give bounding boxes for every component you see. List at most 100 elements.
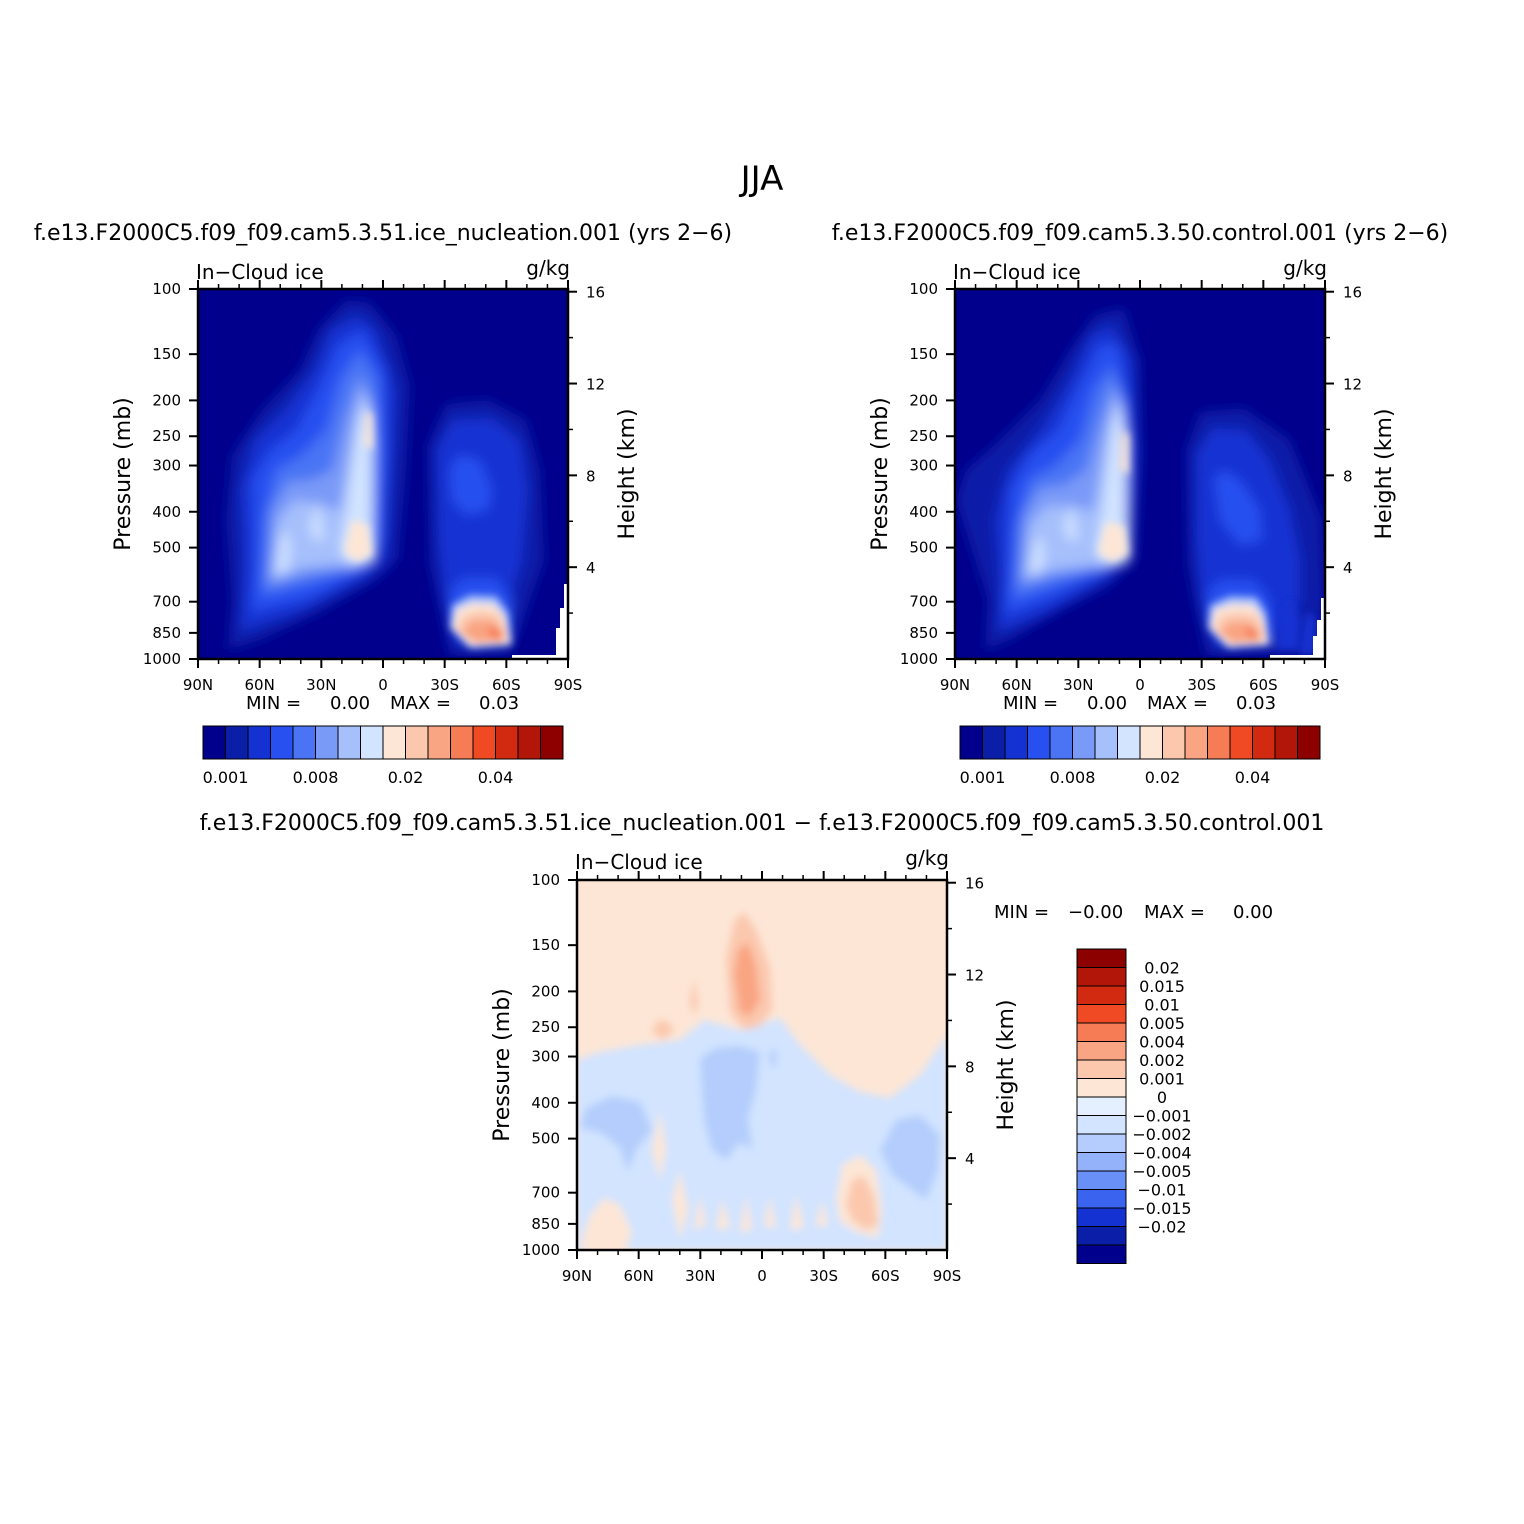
colorbar-label: 0.001	[960, 768, 1006, 787]
colorbar-swatch	[1117, 725, 1141, 760]
colorbar-swatch	[1076, 985, 1127, 1005]
contour-field	[198, 289, 568, 659]
colorbar-swatch	[472, 725, 496, 760]
x-tick-label: 60N	[245, 676, 275, 694]
x-tick-label: 30N	[306, 676, 336, 694]
colorbar-label: 0.004	[1139, 1033, 1185, 1052]
max-label: MAX =	[1147, 693, 1208, 714]
x-tick-label: 90N	[562, 1267, 592, 1285]
contour-level-7	[340, 395, 372, 565]
colorbar-swatch	[1004, 725, 1028, 760]
colorbar: 0.020.0150.010.0050.0040.0020.0010−0.001…	[1076, 948, 1192, 1264]
colorbar-swatch	[959, 725, 983, 760]
contour-level-2	[1276, 600, 1300, 650]
y-tick-label: 150	[152, 345, 181, 363]
colorbar-swatch	[315, 725, 339, 760]
colorbar-label: 0	[1157, 1088, 1167, 1107]
panel-title: f.e13.F2000C5.f09_f09.cam5.3.51.ice_nucl…	[34, 221, 732, 246]
colorbar-label: 0.002	[1139, 1051, 1185, 1070]
y-tick-label: 850	[152, 624, 181, 642]
units-label: g/kg	[526, 256, 570, 280]
x-tick-label: 90S	[1311, 676, 1340, 694]
y-tick-label: 250	[531, 1018, 560, 1036]
y-right-tick-label: 12	[586, 376, 605, 394]
contour-positive-mid	[846, 1176, 878, 1230]
contour-level-2	[1300, 610, 1316, 655]
colorbar-label: 0.008	[293, 768, 339, 787]
y-tick-label: 700	[909, 593, 938, 611]
y-tick-label: 1000	[522, 1241, 560, 1259]
y-right-axis-title: Height (km)	[994, 999, 1019, 1130]
axes: 90N 60N 30N 0 30S 60S 90S 100 150 200 250 300 400 500…	[111, 280, 640, 694]
contour-positive-small	[672, 1170, 688, 1240]
x-tick-label: 30N	[1063, 676, 1093, 694]
x-tick-label: 60N	[624, 1267, 654, 1285]
y-right-tick-label: 8	[586, 467, 596, 485]
panel-control: f.e13.F2000C5.f09_f09.cam5.3.50.control.…	[832, 221, 1448, 787]
colorbar-swatch	[1027, 725, 1051, 760]
y-tick-label: 850	[909, 624, 938, 642]
colorbar-swatch	[517, 725, 541, 760]
x-tick-label: 90N	[183, 676, 213, 694]
colorbar-label: −0.001	[1132, 1107, 1191, 1126]
missing-data-mask	[512, 655, 568, 659]
y-right-tick-label: 16	[586, 284, 605, 302]
max-value: 0.00	[1233, 902, 1273, 923]
y-tick-label: 100	[152, 280, 181, 298]
colorbar-swatch	[1076, 1207, 1127, 1227]
colorbar-swatch	[1076, 1226, 1127, 1246]
colorbar-swatch	[225, 725, 249, 760]
y-right-axis-title: Height (km)	[1372, 408, 1397, 539]
min-label: MIN =	[994, 902, 1049, 923]
x-tick-label: 30S	[809, 1267, 838, 1285]
colorbar-label: 0.04	[1235, 768, 1271, 787]
colorbar: 0.001 0.008 0.02 0.04	[202, 725, 564, 787]
y-tick-label: 850	[531, 1215, 560, 1233]
x-tick-label: 90S	[933, 1267, 962, 1285]
colorbar-swatch	[1076, 1078, 1127, 1098]
contour-positive-small	[582, 1198, 632, 1250]
x-tick-label: 0	[378, 676, 388, 694]
colorbar-label: 0.001	[203, 768, 249, 787]
colorbar-swatch	[1076, 1152, 1127, 1172]
colorbar-swatch	[202, 725, 226, 760]
contour-level-11	[1244, 627, 1258, 640]
colorbar-swatch	[1076, 1133, 1127, 1153]
colorbar-swatch	[1076, 967, 1127, 987]
y-axis-title: Pressure (mb)	[868, 397, 893, 551]
y-right-tick-label: 4	[1343, 559, 1353, 577]
contour-positive-mid	[652, 1020, 674, 1040]
colorbar-label: 0.04	[478, 768, 514, 787]
colorbar-swatch	[382, 725, 406, 760]
max-label: MAX =	[1144, 902, 1205, 923]
colorbar-label: 0.015	[1139, 977, 1185, 996]
colorbar-swatch	[1229, 725, 1253, 760]
colorbar-swatch	[360, 725, 384, 760]
panel-ice-nucleation: f.e13.F2000C5.f09_f09.cam5.3.51.ice_nucl…	[34, 221, 732, 787]
contour-level-7	[310, 500, 324, 540]
y-tick-label: 100	[909, 280, 938, 298]
contour-level-3	[1214, 470, 1262, 545]
y-tick-label: 300	[531, 1048, 560, 1066]
contour-level-8	[344, 520, 372, 562]
y-tick-label: 400	[909, 503, 938, 521]
colorbar-swatch	[1076, 1041, 1127, 1061]
contour-level-8	[1098, 522, 1128, 562]
colorbar-swatch	[270, 725, 294, 760]
colorbar-swatch	[292, 725, 316, 760]
max-label: MAX =	[390, 693, 451, 714]
colorbar-swatch	[1076, 1004, 1127, 1024]
x-tick-label: 30N	[685, 1267, 715, 1285]
y-tick-label: 150	[909, 345, 938, 363]
y-tick-label: 1000	[900, 650, 938, 668]
contour-positive-large	[734, 942, 760, 1016]
colorbar-swatch	[1049, 725, 1073, 760]
y-tick-label: 700	[531, 1184, 560, 1202]
colorbar-label: 0.008	[1050, 768, 1096, 787]
colorbar-swatch	[1252, 725, 1276, 760]
colorbar-swatch	[540, 725, 564, 760]
colorbar-swatch	[1072, 725, 1096, 760]
colorbar-swatch	[1076, 1189, 1127, 1209]
y-tick-label: 1000	[143, 650, 181, 668]
y-right-tick-label: 4	[586, 559, 596, 577]
